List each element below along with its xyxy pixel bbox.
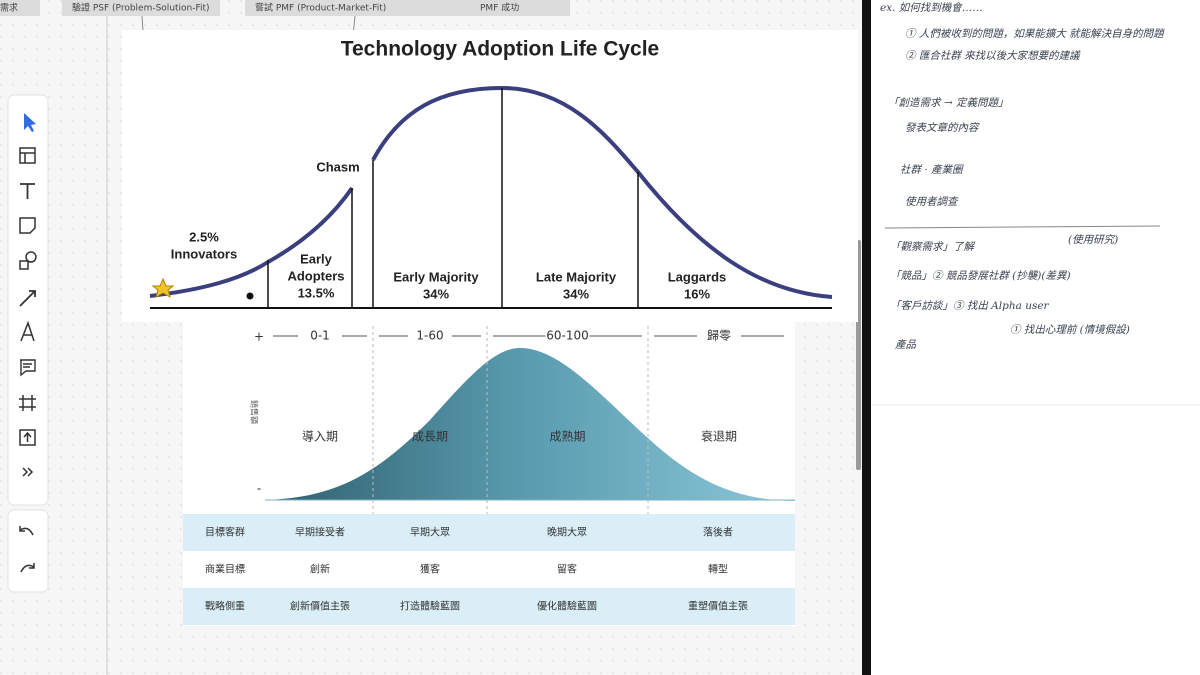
stage-label: 衰退期	[701, 429, 737, 444]
phase-label-bg	[408, 328, 452, 344]
tab-label: 驗證 PSF (Problem-Solution-Fit)	[72, 2, 210, 14]
axis-label: 銷售額	[250, 400, 260, 424]
stage-label: 成長期	[412, 430, 448, 444]
frame-tool[interactable]	[19, 147, 36, 164]
table-cell: 打造體驗藍圖	[400, 600, 460, 613]
handwritten-note: 「客戶訪談」③ 找出 Alpha user	[890, 300, 1050, 312]
table-cell: 創新價值主張	[290, 600, 350, 613]
chasm-label: Chasm	[316, 159, 359, 174]
phase-label: 0-1	[310, 329, 330, 343]
tab[interactable]	[0, 0, 40, 16]
handwritten-note: 「創造需求 → 定義問題」	[888, 97, 1008, 109]
phase-label-bg	[298, 328, 342, 344]
segment-label: 34%	[423, 286, 449, 301]
split-divider[interactable]	[862, 0, 871, 675]
curve-right	[371, 85, 833, 299]
segment-label: 2.5%	[189, 229, 219, 244]
redo[interactable]	[20, 563, 35, 573]
axis-minus: -	[257, 482, 261, 496]
segment-label: Late Majority	[536, 269, 617, 284]
segment-label: 34%	[563, 286, 589, 301]
handwritten-note: (使用研究)	[1068, 234, 1118, 246]
sticky-tool[interactable]	[19, 217, 36, 234]
tab[interactable]	[470, 0, 570, 16]
row-header: 商業目標	[205, 563, 245, 576]
handwritten-note: ① 人們被收到的問題，如果能擴大 就能解決自身的問題	[905, 28, 1166, 40]
handwritten-note: 社群 · 產業圈	[900, 164, 964, 176]
table-row	[183, 551, 795, 588]
frame-tool-detail	[20, 152, 35, 163]
text-tool[interactable]	[20, 183, 35, 199]
table-row	[183, 514, 795, 551]
handwritten-note: 發表文章的內容	[905, 122, 980, 134]
segment-label: 13.5%	[298, 285, 335, 300]
adoption-title: Technology Adoption Life Cycle	[341, 38, 660, 61]
table-cell: 優化體驗藍圖	[537, 600, 597, 613]
segment-label: Adopters	[287, 268, 344, 283]
more-tools[interactable]	[22, 467, 34, 477]
crop-tool[interactable]	[19, 395, 36, 411]
shape-tool-detail	[19, 260, 29, 270]
handwritten-note: ex. 如何找到機會……	[880, 2, 983, 14]
segment-label: Innovators	[171, 246, 237, 261]
table-cell: 早期大眾	[410, 526, 450, 539]
adoption-diagram: Technology Adoption Life Cycle Chasm 2.5…	[122, 30, 858, 322]
axis-plus: +	[254, 330, 264, 344]
phase-label: 歸零	[707, 329, 731, 343]
phase-label: 60-100	[546, 329, 589, 343]
handwritten-note: 使用者調查	[905, 196, 959, 208]
segment-label: Early	[300, 251, 333, 266]
table-cell: 獲客	[420, 563, 440, 576]
arrow-tool[interactable]	[19, 290, 36, 307]
shape-tool[interactable]	[25, 251, 37, 263]
phase-label-bg	[697, 328, 741, 344]
handwritten-note: ② 匯合社群 來找以後大家想要的建議	[905, 50, 1081, 62]
star-icon	[151, 277, 175, 299]
table-cell: 晚期大眾	[547, 526, 587, 539]
handwritten-note: 產品	[895, 339, 916, 351]
select-tool[interactable]	[24, 113, 36, 132]
table-cell: 重塑價值主張	[688, 600, 748, 613]
toolbar-panel	[7, 94, 49, 506]
tab-label: PMF 成功	[480, 2, 519, 14]
history-panel	[7, 509, 49, 593]
tab[interactable]	[62, 0, 220, 16]
stage-label: 導入期	[302, 430, 338, 444]
handwritten-note: 「競品」② 競品發展社群 (抄襲)(差異)	[890, 270, 1071, 282]
table-row	[183, 588, 795, 625]
segment-label: 16%	[684, 286, 710, 301]
upload-tool[interactable]	[19, 429, 36, 446]
phase-label: 1-60	[416, 329, 443, 343]
row-header: 戰略側重	[205, 600, 245, 613]
segment-label: Early Majority	[393, 269, 479, 284]
handwritten-note: 「觀察需求」了解	[890, 241, 975, 253]
pen-tool[interactable]	[20, 320, 35, 342]
table-cell: 早期接受者	[295, 526, 345, 539]
comment-tool[interactable]	[20, 359, 36, 377]
tab-label: 需求	[0, 2, 18, 14]
tab[interactable]	[245, 0, 470, 16]
table-cell: 創新	[310, 563, 330, 576]
tab-label: 嘗試 PMF (Product-Market-Fit)	[255, 2, 386, 14]
stage-label: 成熟期	[549, 429, 585, 444]
notes-panel	[871, 0, 1200, 675]
table-cell: 留客	[557, 563, 577, 576]
toolbar	[7, 94, 49, 593]
notes-divider	[884, 225, 1161, 229]
phase-label-bg	[545, 328, 590, 344]
segment-label: Laggards	[668, 269, 727, 284]
dot-marker	[246, 292, 254, 300]
table-cell: 落後者	[703, 526, 733, 539]
undo[interactable]	[19, 526, 34, 536]
lifecycle-curve	[265, 348, 795, 501]
handwritten-note: ① 找出心理前 (情境假設)	[1010, 324, 1130, 336]
row-header: 目標客群	[205, 526, 245, 539]
table-cell: 轉型	[708, 563, 728, 576]
